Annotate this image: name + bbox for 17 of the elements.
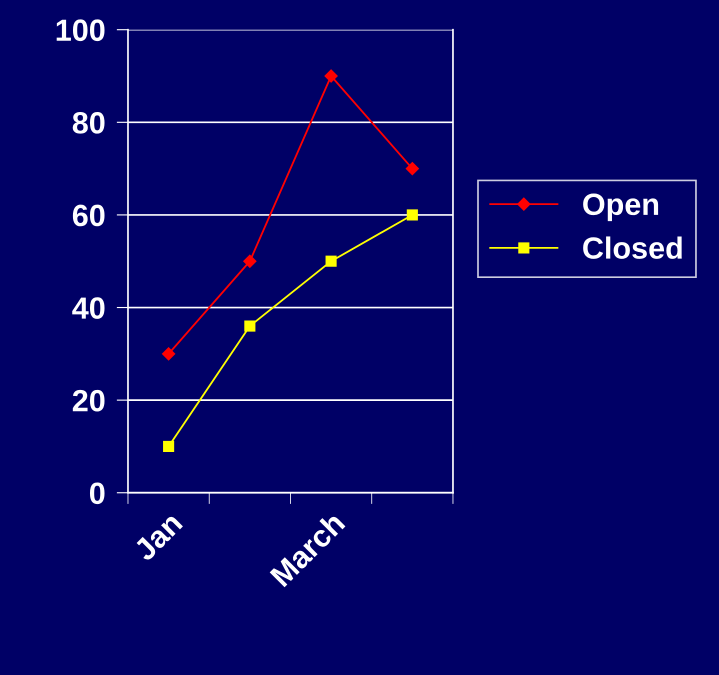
point [163, 440, 174, 452]
point [326, 256, 337, 267]
point [406, 162, 419, 176]
legend-label: Closed [583, 236, 682, 259]
point [406, 209, 418, 220]
y-tick-label: 40 [72, 297, 105, 319]
y-tick-label: 0 [90, 482, 105, 504]
point [243, 254, 256, 268]
y-tick-label: 80 [72, 112, 105, 134]
legend-label: Open [583, 193, 658, 222]
y-tick-label: 60 [72, 204, 105, 226]
point [162, 347, 176, 360]
point [244, 320, 256, 332]
x-tick-label: Jan [132, 512, 184, 562]
point [324, 69, 338, 83]
y-tick-label: 20 [72, 390, 105, 412]
y-tick-label: 100 [56, 19, 105, 42]
